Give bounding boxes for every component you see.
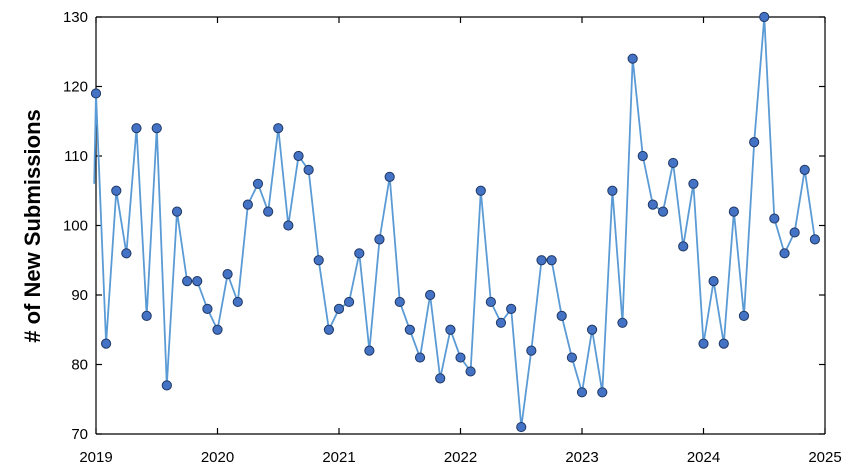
x-tick-label: 2024 (687, 449, 720, 466)
data-point (293, 150, 304, 162)
x-tick-label: 2023 (565, 449, 598, 466)
data-point (90, 88, 102, 99)
data-point (192, 276, 203, 287)
data-point (425, 289, 436, 301)
data-point (394, 296, 405, 308)
data-point (749, 137, 760, 148)
data-point (657, 206, 669, 217)
x-tick-label: 2019 (79, 449, 112, 466)
data-point (333, 303, 345, 314)
y-tick-label: 120 (63, 79, 88, 96)
data-point (708, 276, 719, 287)
y-axis-ticks: 70 80 90 100 110 120 130 (63, 9, 825, 443)
data-point (121, 248, 132, 259)
data-point (779, 248, 790, 259)
data-point (495, 317, 507, 328)
data-point (546, 255, 557, 266)
data-point (161, 380, 172, 391)
data-point (384, 171, 395, 182)
y-tick-label: 100 (63, 218, 88, 235)
data-point (516, 421, 527, 433)
x-tick-label: 2022 (444, 449, 477, 466)
data-point (252, 178, 264, 189)
data-point (182, 276, 193, 287)
data-point (100, 338, 112, 349)
data-point (435, 373, 446, 384)
data-point (485, 296, 496, 308)
data-point (728, 206, 739, 217)
data-point (586, 324, 598, 335)
data-point (222, 269, 233, 280)
data-point (718, 338, 729, 349)
y-tick-label: 90 (71, 287, 88, 304)
data-point (141, 310, 152, 321)
plot-frame (95, 16, 826, 435)
data-point (364, 345, 375, 356)
data-point (323, 324, 335, 335)
y-tick-label: 80 (71, 357, 88, 374)
data-point (536, 255, 547, 266)
data-point (647, 199, 658, 210)
data-point (637, 150, 648, 162)
data-point (576, 387, 588, 398)
data-point (374, 234, 385, 245)
data-point (445, 324, 456, 335)
series-points (90, 11, 821, 433)
data-point (212, 324, 223, 335)
data-point (738, 310, 750, 321)
y-tick-label: 70 (71, 426, 88, 443)
data-point (111, 185, 122, 196)
data-point (809, 234, 821, 245)
data-point (769, 213, 780, 224)
data-point (566, 352, 578, 363)
y-axis-title: # of New Submissions (20, 109, 45, 343)
data-point (343, 296, 355, 308)
data-point (354, 248, 365, 259)
data-point (242, 199, 253, 210)
data-point (506, 303, 517, 314)
x-tick-label: 2020 (201, 449, 234, 466)
x-tick-label: 2025 (808, 449, 841, 466)
series-line (93, 16, 816, 428)
data-point (455, 352, 466, 363)
data-point (303, 164, 314, 175)
data-point (171, 206, 183, 217)
y-tick-label: 130 (63, 9, 88, 26)
data-point (526, 345, 537, 356)
data-point (131, 123, 142, 134)
data-point (789, 227, 800, 238)
data-point (313, 255, 324, 266)
data-point (617, 317, 628, 328)
data-point (556, 310, 567, 321)
data-point (475, 185, 486, 196)
data-point (404, 324, 415, 335)
data-point (799, 164, 810, 175)
data-point (759, 11, 770, 23)
data-point (414, 352, 426, 363)
data-point (597, 387, 608, 398)
data-point (283, 220, 294, 231)
data-point (698, 338, 709, 349)
data-point (627, 53, 638, 64)
data-point (668, 157, 679, 169)
data-point (232, 296, 243, 308)
data-point (202, 303, 213, 314)
data-point (465, 366, 476, 377)
data-point (151, 123, 162, 134)
data-point (607, 185, 618, 196)
x-tick-label: 2021 (322, 449, 355, 466)
x-axis-ticks: 2019 2020 2021 2022 2023 2024 2025 (79, 17, 842, 466)
data-point (688, 178, 699, 189)
data-point (263, 206, 274, 217)
data-point (678, 241, 689, 252)
data-point (273, 123, 284, 134)
y-tick-label: 110 (64, 148, 88, 165)
